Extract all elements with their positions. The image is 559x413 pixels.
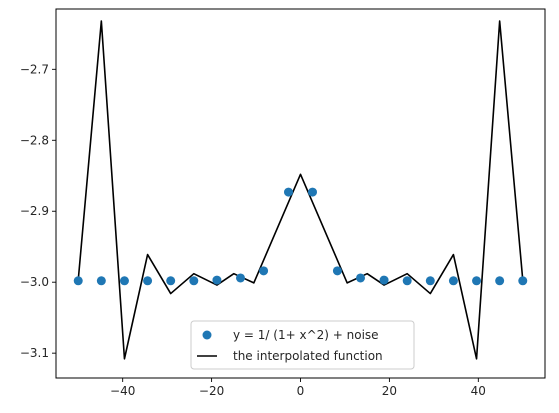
scatter-point <box>259 266 269 276</box>
legend-marker-scatter <box>202 330 212 340</box>
x-tick-label: 0 <box>297 384 305 398</box>
y-tick-label: −3.1 <box>20 346 49 360</box>
scatter-point <box>425 276 435 286</box>
scatter-point <box>284 187 293 197</box>
legend-label-line: the interpolated function <box>233 349 383 363</box>
scatter-point <box>96 276 106 286</box>
scatter-point <box>189 276 199 286</box>
x-tick-label: −40 <box>110 384 135 398</box>
scatter-point <box>212 275 222 285</box>
legend-label-scatter: y = 1/ (1+ x^2) + noise <box>233 328 379 342</box>
scatter-point <box>235 273 245 283</box>
x-tick-label: 40 <box>471 384 486 398</box>
scatter-point <box>143 276 153 286</box>
scatter-point <box>402 276 412 286</box>
scatter-point <box>332 266 342 276</box>
axis-ticks: −40 −20 0 20 40 −3.1 −3.0 −2.9 −2.8 −2.7 <box>20 62 486 398</box>
scatter-point <box>379 275 389 285</box>
scatter-point <box>119 276 129 286</box>
scatter-point <box>73 276 83 286</box>
y-tick-label: −3.0 <box>20 275 49 289</box>
y-tick-label: −2.7 <box>20 62 49 76</box>
scatter-point <box>308 187 317 197</box>
scatter-point <box>356 273 366 283</box>
x-tick-label: 20 <box>382 384 397 398</box>
scatter-point <box>166 276 176 286</box>
series-line-interpolated <box>77 20 524 360</box>
scatter-point <box>495 276 505 286</box>
x-tick-label: −20 <box>199 384 224 398</box>
scatter-point <box>448 276 458 286</box>
plot-area <box>73 20 528 360</box>
y-tick-label: −2.9 <box>20 204 49 218</box>
legend: y = 1/ (1+ x^2) + noise the interpolated… <box>190 320 415 370</box>
legend-box <box>190 320 415 370</box>
scatter-point <box>472 276 482 286</box>
y-tick-label: −2.8 <box>20 133 49 147</box>
scatter-point <box>518 276 528 286</box>
